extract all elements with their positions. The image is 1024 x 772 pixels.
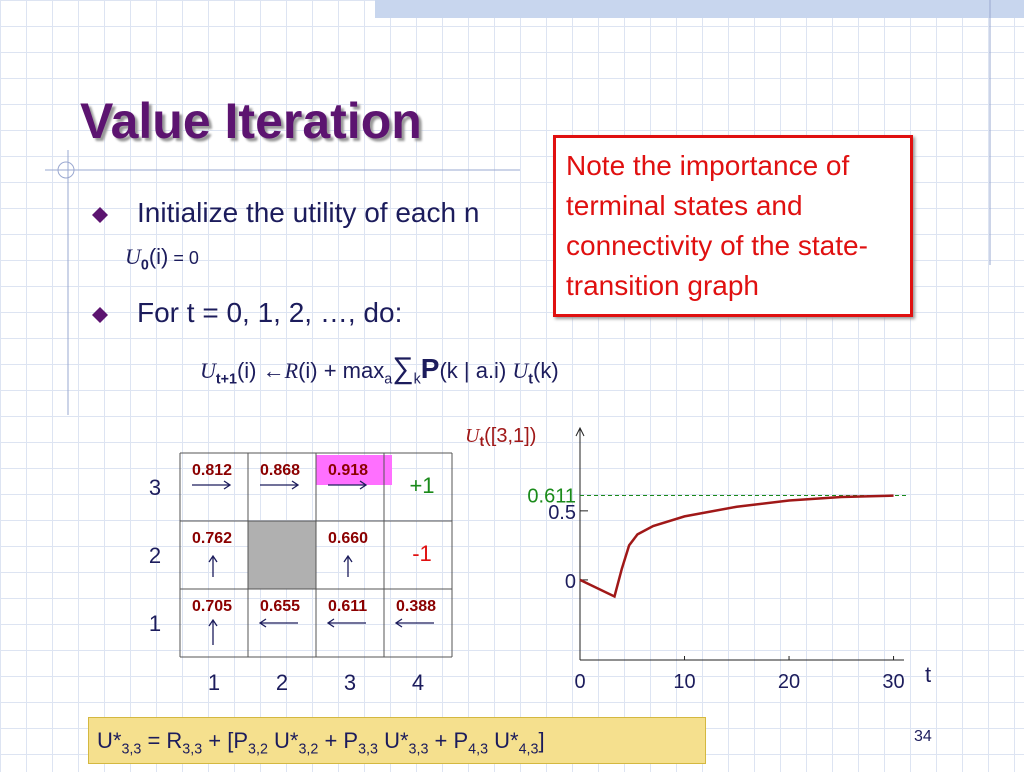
utility-value: 0.388 <box>396 598 436 615</box>
x-tick-label: 0 <box>574 671 585 693</box>
text: + P <box>318 728 359 753</box>
text: ] <box>538 728 545 753</box>
policy-arrows <box>192 480 434 645</box>
symbol: U <box>465 425 481 447</box>
text: + P <box>428 728 469 753</box>
page-number: 34 <box>914 728 932 745</box>
subscript: t <box>479 433 484 449</box>
text: U* <box>377 728 409 753</box>
text: R <box>284 358 299 383</box>
subscript: t <box>528 371 534 388</box>
utility-value: 0.812 <box>192 462 232 479</box>
column-label: 3 <box>344 670 356 695</box>
utility-value: 0.868 <box>260 462 300 479</box>
bullet-icon <box>92 207 108 223</box>
y-tick-label: 0.5 <box>548 502 576 524</box>
x-tick-label: 10 <box>673 671 695 693</box>
arrow-up <box>208 554 353 645</box>
subscript: t+1 <box>215 371 237 388</box>
column-label: 1 <box>208 670 220 695</box>
title: Value Iteration <box>80 93 422 149</box>
y-tick-label: 0 <box>565 571 576 593</box>
text: (i) <box>148 244 169 269</box>
axis-arrow <box>575 426 585 437</box>
arrow-left <box>258 618 434 628</box>
text: ← <box>262 358 285 383</box>
text: + [P <box>202 728 249 753</box>
formula-init: U0(i) = 0 <box>125 244 199 273</box>
subscript: 3,3 <box>358 741 378 758</box>
subscript: 3,3 <box>182 741 203 758</box>
utility-value: 0.762 <box>192 530 232 547</box>
utility-value: 0.655 <box>260 598 300 615</box>
reference-label: 0.611 <box>527 486 576 508</box>
text: U* <box>488 728 519 753</box>
bullet-icon <box>92 307 108 323</box>
utility-value: 0.918 <box>328 462 368 479</box>
subscript: 3,3 <box>408 741 429 758</box>
text: U <box>512 358 529 383</box>
grid-world: 3 0.812 0.868 0.918 +1 2 0.762 0.660 -1 1 0.705 0.6… <box>149 452 453 695</box>
y-axis-label: Ut([3,1]) <box>465 425 536 449</box>
column-label: 2 <box>276 670 288 695</box>
text: U* <box>97 728 122 753</box>
bullet-text: Initialize the utility of each n <box>137 197 480 228</box>
row-label: 1 <box>149 611 161 636</box>
subscript: 3,3 <box>121 741 142 758</box>
subscript: k <box>413 371 421 388</box>
text: = 0 <box>168 248 199 268</box>
symbol: U <box>125 244 141 269</box>
text: (i) <box>236 358 263 383</box>
wall-cell <box>248 521 316 589</box>
x-tick-label: 30 <box>882 671 904 693</box>
bullet-text: For t = 0, 1, 2, …, do: <box>137 297 403 328</box>
text: U* <box>267 728 299 753</box>
subscript: 3,2 <box>248 741 268 758</box>
utility-value: 0.705 <box>192 598 232 615</box>
footer-formula: U*3,3 = R3,3 + [P3,2 U*3,2 + P3,3 U*3,3 … <box>88 717 706 764</box>
decor-circle <box>57 161 75 179</box>
subscript: a <box>384 371 393 388</box>
text: ∑ <box>392 352 414 385</box>
text: U <box>200 358 216 383</box>
text: = R <box>141 728 183 753</box>
subscript: 4,3 <box>468 741 489 758</box>
decor-band <box>375 0 1024 18</box>
text: (k) <box>533 358 559 383</box>
column-label: 4 <box>412 670 424 695</box>
x-axis-label: t <box>925 662 931 687</box>
subscript: 3,2 <box>298 741 319 758</box>
text: (i) + max <box>298 358 385 383</box>
note-box: Note the importance of terminal states a… <box>553 135 913 317</box>
arrow-right <box>192 480 368 490</box>
terminal-reward: +1 <box>409 473 434 498</box>
text: (k | a.i) <box>439 358 513 383</box>
x-tick-label: 20 <box>778 671 800 693</box>
formula-update: Ut+1(i) ←R(i) + maxa∑kP(k | a.i) Ut(k) <box>200 352 559 387</box>
line-series <box>579 494 894 599</box>
subscript: 0 <box>140 257 149 274</box>
highlight <box>316 455 392 485</box>
terminal-reward: -1 <box>412 541 432 566</box>
subscript: 4,3 <box>518 741 539 758</box>
text: P <box>420 353 440 384</box>
utility-value: 0.660 <box>328 530 368 547</box>
row-label: 3 <box>149 475 161 500</box>
row-label: 2 <box>149 543 161 568</box>
utility-value: 0.611 <box>328 598 367 615</box>
text: ([3,1]) <box>484 425 536 447</box>
